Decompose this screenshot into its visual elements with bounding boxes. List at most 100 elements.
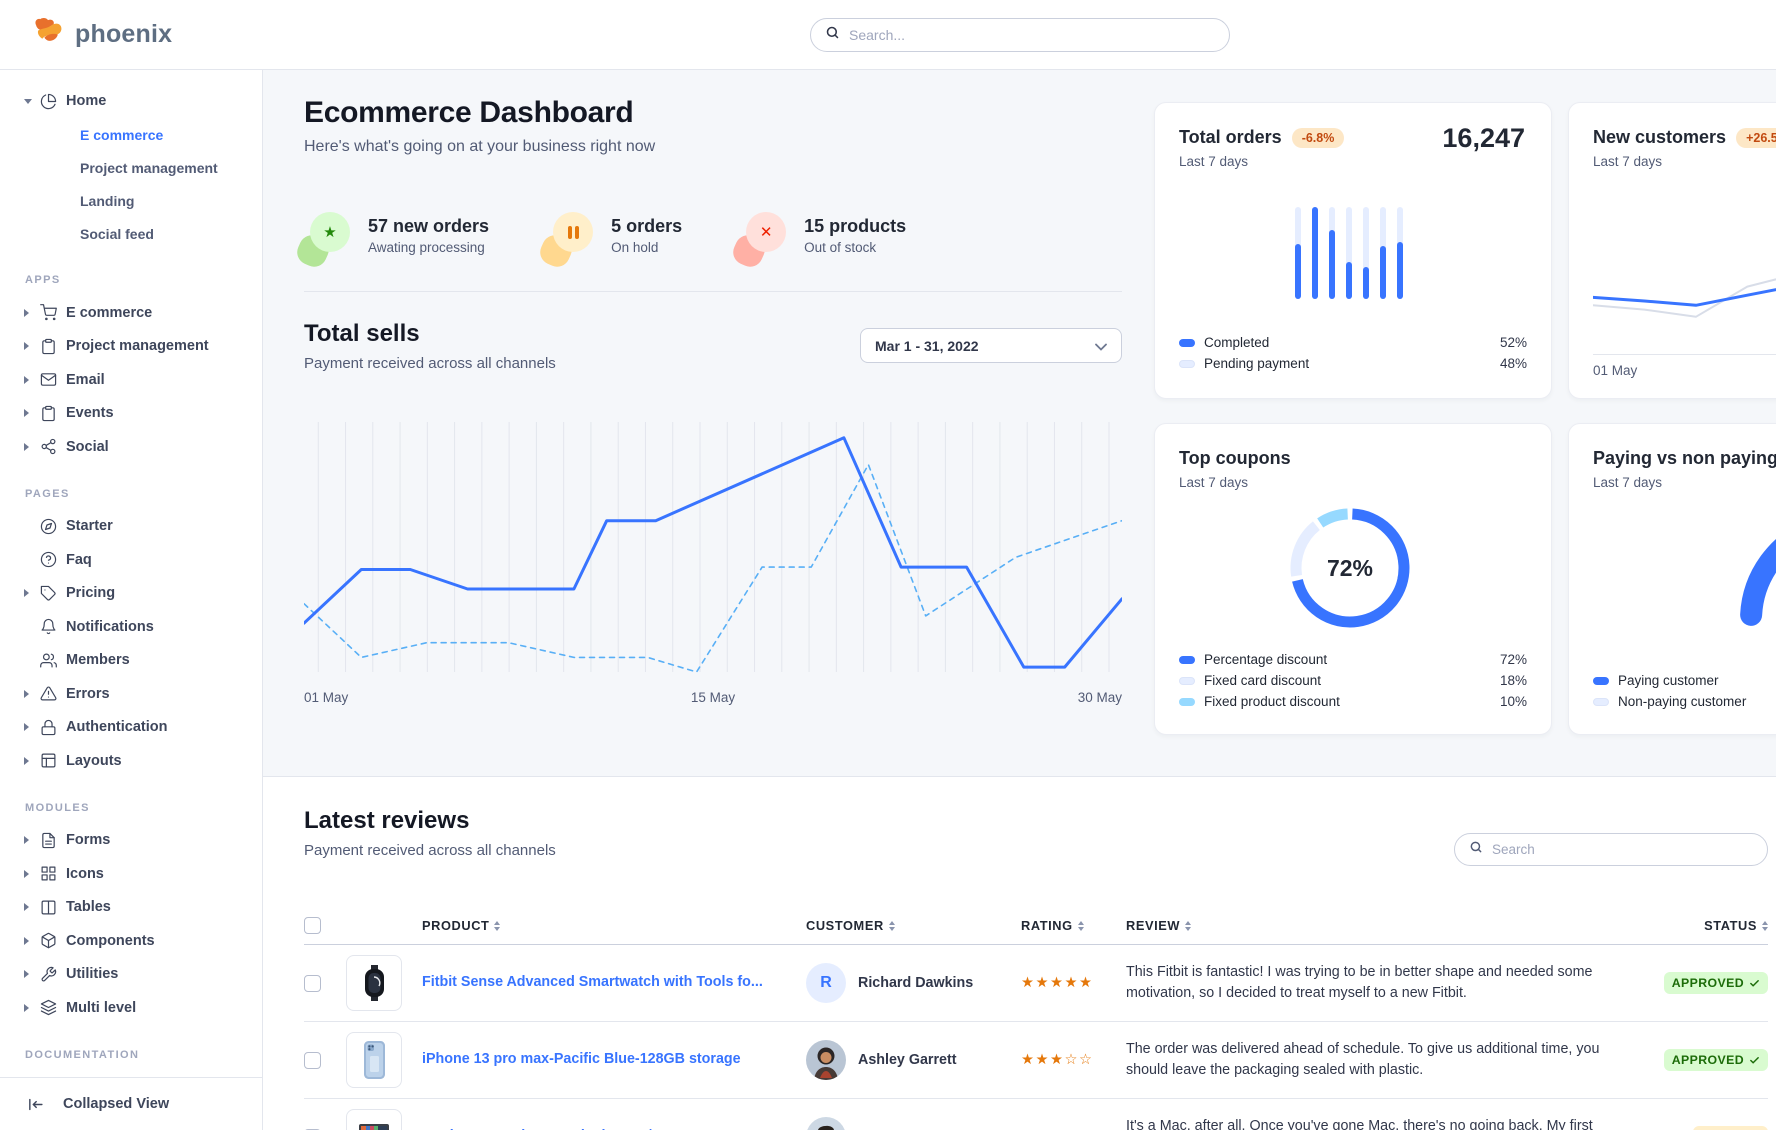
sidebar-subitem-social-feed[interactable]: Social feed <box>80 225 154 242</box>
stat-orange: 5 orders On hold <box>536 212 682 271</box>
customer-name: Ashley Garrett <box>858 1052 957 1068</box>
legend-swatch <box>1179 676 1195 685</box>
paying-title: Paying vs non paying <box>1593 448 1776 468</box>
row-checkbox[interactable] <box>304 974 321 992</box>
paying-legend: Paying customer Non-paying customer <box>1593 670 1776 712</box>
sidebar-item-email[interactable]: Email <box>0 363 262 397</box>
top-coupons-legend: Percentage discount 72% Fixed card discoun… <box>1179 649 1527 712</box>
phoenix-logo[interactable]: phoenix <box>32 16 172 54</box>
paying-gauge-chart <box>1719 492 1776 642</box>
column-header-status[interactable]: STATUS <box>1648 918 1768 933</box>
users-icon <box>40 652 57 669</box>
review-row: iPhone 13 pro max-Pacific Blue-128GB sto… <box>304 1022 1768 1099</box>
column-header-rating[interactable]: RATING <box>1021 918 1126 933</box>
collapsed-view-toggle[interactable]: Collapsed View <box>0 1078 262 1130</box>
sidebar-section-pages: PAGES <box>25 487 70 500</box>
sidebar-footer-divider <box>0 1077 262 1078</box>
total-orders-legend-item: Completed 52% <box>1179 332 1527 353</box>
product-link[interactable]: Fitbit Sense Advanced Smartwatch with To… <box>422 974 763 991</box>
sidebar-item-label: Members <box>66 652 130 669</box>
sidebar-item-e-commerce[interactable]: E commerce <box>0 296 262 330</box>
sidebar-subitem-e-commerce[interactable]: E commerce <box>80 126 164 143</box>
sidebar-item-tables[interactable]: Tables <box>0 891 262 925</box>
sidebar-item-home[interactable]: Home <box>0 84 262 118</box>
customer-name: Richard Dawkins <box>858 975 974 991</box>
new-customers-period: Last 7 days <box>1593 154 1663 169</box>
sort-icon <box>1185 920 1192 931</box>
latest-reviews-header: Latest reviews Payment received across a… <box>304 807 556 859</box>
legend-label: Paying customer <box>1618 673 1719 688</box>
legend-label: Completed <box>1204 335 1270 350</box>
row-checkbox[interactable] <box>304 1051 321 1069</box>
sidebar-item-pricing[interactable]: Pricing <box>0 577 262 611</box>
column-header-review[interactable]: REVIEW <box>1126 918 1648 933</box>
product-thumbnail[interactable] <box>346 1109 402 1130</box>
product-link[interactable]: Apple MacBook Pro 13 inch-M1-8/256GB-spa… <box>422 1127 806 1130</box>
reviews-search-input[interactable] <box>1492 842 1753 857</box>
caret-right-icon <box>24 970 40 979</box>
sidebar-item-label: Email <box>66 371 105 388</box>
sidebar-item-social[interactable]: Social <box>0 430 262 464</box>
sidebar-item-multi-level[interactable]: Multi level <box>0 991 262 1025</box>
caret-down-icon <box>24 98 40 104</box>
sidebar-item-components[interactable]: Components <box>0 924 262 958</box>
date-range-select[interactable]: Mar 1 - 31, 2022 <box>860 328 1122 363</box>
select-all-checkbox[interactable] <box>304 917 321 934</box>
latest-reviews-section: Latest reviews Payment received across a… <box>263 776 1776 1130</box>
legend-value: 10% <box>1499 694 1527 709</box>
product-thumbnail[interactable] <box>346 955 402 1011</box>
sidebar-item-label: Layouts <box>66 752 122 769</box>
order-bar <box>1380 207 1386 299</box>
reviews-search[interactable] <box>1454 833 1768 866</box>
status-badge: PENDING <box>1693 1126 1768 1130</box>
legend-label: Percentage discount <box>1204 652 1328 667</box>
global-search-input[interactable] <box>849 27 1215 43</box>
product-link[interactable]: iPhone 13 pro max-Pacific Blue-128GB sto… <box>422 1051 741 1068</box>
new-customers-title: New customers <box>1593 127 1727 147</box>
paying-period: Last 7 days <box>1593 475 1663 490</box>
new-customers-badge: +26.5% <box>1736 127 1776 148</box>
sidebar-item-authentication[interactable]: Authentication <box>0 711 262 745</box>
stat-value: 57 new orders <box>368 215 490 236</box>
sidebar-item-members[interactable]: Members <box>0 644 262 678</box>
page-header: Ecommerce Dashboard Here's what's going … <box>304 96 655 156</box>
layers-icon <box>40 999 57 1016</box>
sidebar-subitem-project-management[interactable]: Project management <box>80 159 218 176</box>
sidebar-item-forms[interactable]: Forms <box>0 824 262 858</box>
column-header-customer[interactable]: CUSTOMER <box>806 918 1021 933</box>
sidebar: Home E commerce Project management Landing S… <box>0 70 263 1130</box>
sidebar-section-modules: MODULES <box>25 801 90 814</box>
new-customers-card: New customers +26.5% Last 7 days 01 May <box>1568 102 1776 399</box>
sidebar-item-project-management[interactable]: Project management <box>0 330 262 364</box>
sidebar-item-utilities[interactable]: Utilities <box>0 958 262 992</box>
grid-icon <box>40 865 57 882</box>
column-header-product[interactable]: PRODUCT <box>422 918 806 933</box>
legend-label: Non-paying customer <box>1618 694 1747 709</box>
global-search[interactable] <box>810 18 1230 52</box>
sidebar-item-faq[interactable]: Faq <box>0 543 262 577</box>
sidebar-item-label: Multi level <box>66 999 137 1016</box>
collapsed-view-label: Collapsed View <box>63 1096 170 1112</box>
total-orders-value: 16,247 <box>1442 123 1525 153</box>
sidebar-item-layouts[interactable]: Layouts <box>0 744 262 778</box>
sidebar-item-events[interactable]: Events <box>0 397 262 431</box>
top-coupons-legend-item: Fixed card discount 18% <box>1179 670 1527 691</box>
product-thumbnail[interactable] <box>346 1032 402 1088</box>
avatar[interactable]: R <box>806 963 846 1003</box>
sidebar-item-icons[interactable]: Icons <box>0 857 262 891</box>
order-bar <box>1295 207 1301 299</box>
total-orders-title: Total orders <box>1179 127 1282 147</box>
sidebar-item-starter[interactable]: Starter <box>0 510 262 544</box>
latest-reviews-title: Latest reviews <box>304 807 470 834</box>
x-axis-label: 30 May <box>1077 690 1122 705</box>
avatar[interactable] <box>806 1040 846 1080</box>
sidebar-item-notifications[interactable]: Notifications <box>0 610 262 644</box>
search-icon <box>825 25 840 45</box>
avatar[interactable] <box>806 1117 846 1130</box>
legend-value: 72% <box>1499 652 1527 667</box>
sidebar-subitem-landing[interactable]: Landing <box>80 192 135 209</box>
sidebar-item-errors[interactable]: Errors <box>0 677 262 711</box>
caret-right-icon <box>24 869 40 878</box>
x-axis-label: 01 May <box>304 690 349 705</box>
shopping-cart-icon <box>40 304 57 321</box>
